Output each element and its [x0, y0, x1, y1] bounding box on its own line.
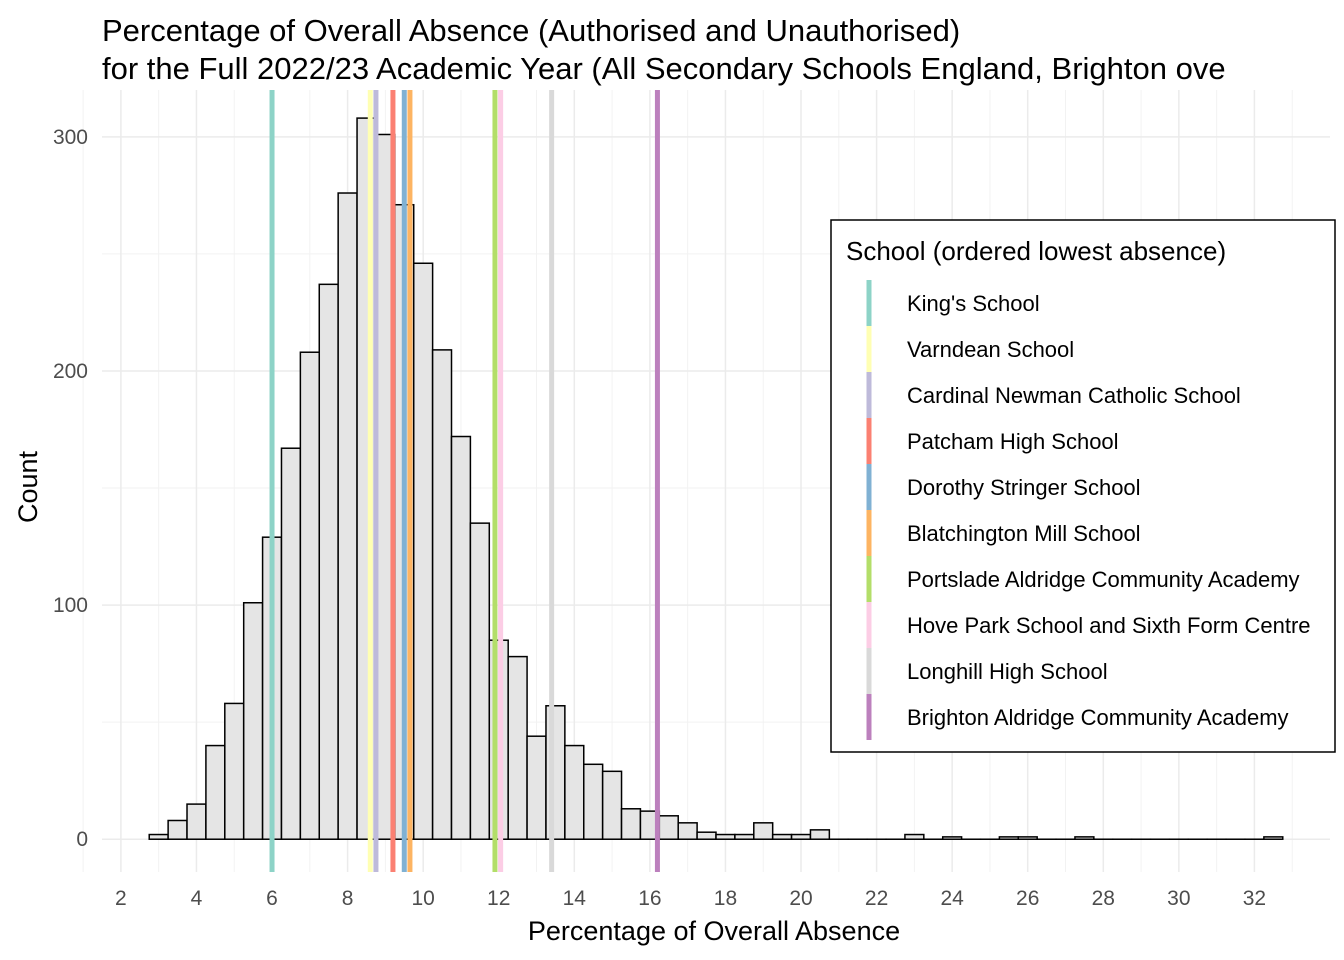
histogram-bar: [790, 833, 812, 840]
histogram-bar: [941, 836, 963, 840]
histogram-bar: [696, 831, 717, 840]
y-tick-label: 100: [53, 594, 88, 617]
x-tick-label: 10: [411, 887, 434, 910]
x-tick-label: 28: [1092, 887, 1115, 910]
legend-title: School (ordered lowest absence): [846, 236, 1226, 266]
histogram-bar: [431, 349, 453, 840]
histogram-bar: [771, 833, 793, 840]
x-tick-label: 4: [191, 887, 203, 910]
x-tick-label: 20: [789, 887, 812, 910]
histogram-bar: [677, 822, 698, 840]
x-tick-label: 14: [563, 887, 587, 910]
x-tick-label: 24: [940, 887, 964, 910]
histogram-bar: [167, 819, 188, 840]
histogram-bar: [1017, 836, 1038, 840]
legend-label: Dorothy Stringer School: [907, 475, 1141, 500]
histogram-bar: [526, 735, 547, 840]
histogram-bar: [734, 833, 755, 840]
histogram-bar: [998, 836, 1020, 840]
legend-label: Varndean School: [907, 337, 1074, 362]
histogram-bar: [205, 744, 226, 840]
histogram-bar: [242, 601, 264, 840]
histogram-bar: [469, 522, 491, 840]
x-tick-label: 2: [115, 887, 127, 910]
histogram-bar: [280, 447, 302, 840]
x-tick-label: 22: [865, 887, 888, 910]
histogram-bar: [583, 763, 604, 840]
histogram-bar: [299, 351, 321, 840]
x-tick-label: 18: [714, 887, 737, 910]
histogram-bar: [224, 702, 245, 840]
histogram-bar: [904, 833, 925, 840]
x-tick-label: 32: [1243, 887, 1266, 910]
y-axis-title: Count: [13, 450, 43, 523]
histogram-bar: [658, 815, 679, 840]
x-tick-label: 12: [487, 887, 510, 910]
legend-label: Patcham High School: [907, 429, 1119, 454]
legend-label: Blatchington Mill School: [907, 521, 1141, 546]
legend-items: King's School Varndean School Cardinal New…: [866, 280, 1311, 740]
legend-label: Brighton Aldridge Community Academy: [907, 705, 1289, 730]
x-axis-title: Percentage of Overall Absence: [528, 916, 900, 946]
chart-title-line-1: Percentage of Overall Absence (Authorise…: [102, 13, 960, 48]
histogram-bar: [564, 744, 585, 840]
chart-title-line-2: for the Full 2022/23 Academic Year (All …: [102, 51, 1226, 86]
legend-label: Longhill High School: [907, 659, 1108, 684]
x-tick-label: 6: [266, 887, 278, 910]
y-tick-label: 300: [53, 126, 88, 149]
histogram-bar: [450, 435, 472, 840]
x-tick-label: 30: [1167, 887, 1190, 910]
histogram-bar: [753, 822, 774, 840]
legend-box: [830, 219, 1336, 753]
histogram-bar: [1074, 836, 1095, 840]
histogram-bar: [148, 833, 169, 840]
histogram-bar: [507, 655, 528, 840]
legend-label: Hove Park School and Sixth Form Centre: [907, 613, 1311, 638]
histogram-bar: [412, 262, 434, 840]
x-tick-label: 26: [1016, 887, 1039, 910]
x-tick-label: 8: [342, 887, 354, 910]
histogram-bar: [186, 803, 207, 840]
histogram-bar: [809, 829, 831, 840]
legend-label: Cardinal Newman Catholic School: [907, 383, 1241, 408]
histogram-bar: [318, 283, 339, 840]
school-reference-lines: [269, 90, 660, 872]
histogram-bar: [601, 770, 623, 840]
legend-label: Portslade Aldridge Community Academy: [907, 567, 1300, 592]
histogram-bar: [545, 705, 566, 840]
legend: School (ordered lowest absence) King's S…: [830, 219, 1336, 753]
y-tick-label: 0: [76, 828, 88, 851]
histogram-bar: [715, 833, 736, 840]
legend-label: King's School: [907, 291, 1040, 316]
histogram-bar: [1263, 836, 1284, 840]
x-tick-label: 16: [638, 887, 661, 910]
histogram-bar: [620, 808, 642, 840]
histogram-bar: [337, 192, 358, 840]
histogram-bar: [356, 117, 377, 840]
y-tick-label: 200: [53, 360, 88, 383]
